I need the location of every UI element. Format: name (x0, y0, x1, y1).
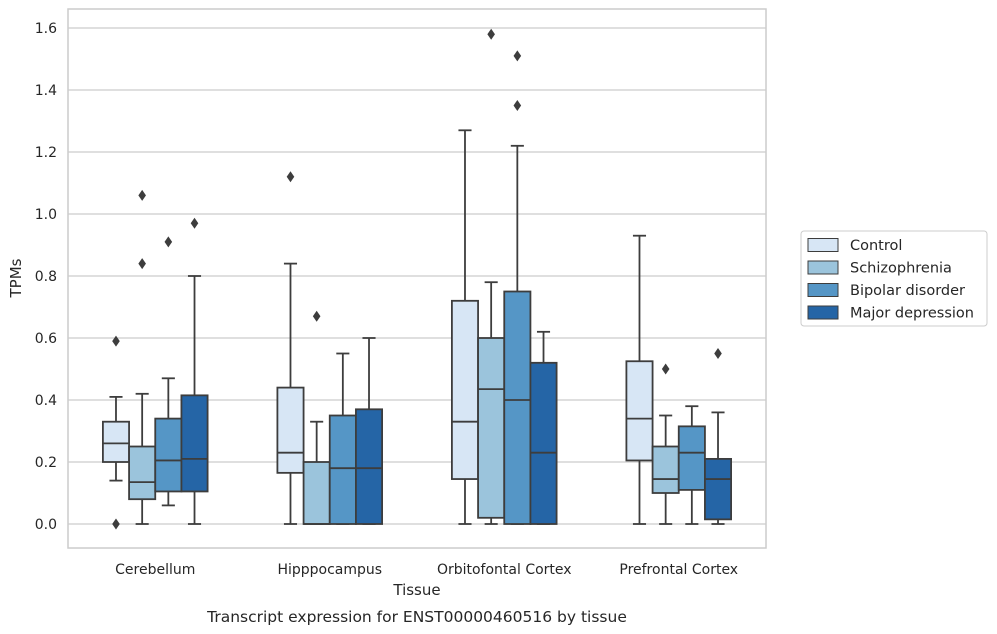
box-major-depression (704, 348, 732, 525)
legend-frame (800, 230, 988, 327)
box-bipolar-disorder (328, 352, 357, 525)
box-body (128, 445, 157, 501)
outlier-point (661, 363, 670, 375)
outlier-point (112, 518, 120, 530)
x-tick-label: Cerebellum (115, 562, 195, 578)
outlier-point (513, 50, 522, 62)
box-body (102, 420, 130, 463)
box-body (704, 457, 732, 521)
y-tick-label: 0.6 (35, 331, 57, 347)
legend-swatch (807, 238, 839, 252)
box-schizophrenia (302, 310, 331, 525)
box-body (180, 394, 209, 493)
outlier-point (138, 258, 146, 270)
y-axis-title: TPMs (7, 258, 25, 298)
y-tick-label: 1.0 (35, 207, 57, 223)
box-major-depression (529, 330, 558, 525)
box-body (503, 290, 532, 525)
legend-label: Bipolar disorder (850, 283, 965, 299)
box-body (154, 417, 183, 493)
box-body (276, 386, 305, 474)
box-body (625, 360, 654, 462)
box-body (529, 361, 558, 525)
box-control (276, 171, 305, 525)
box-control (625, 234, 654, 525)
box-control (450, 129, 479, 525)
y-tick-label: 1.2 (35, 145, 57, 161)
box-major-depression (355, 337, 383, 525)
outlier-point (138, 189, 146, 201)
figure-caption: Transcript expression for ENST0000046051… (206, 608, 627, 626)
x-tick-labels: Cerebellum Hipppocampus Orbitofontal Corte… (115, 562, 738, 578)
plot-frame (67, 8, 767, 549)
legend: Control Schizophrenia Bipolar disorder Majo… (800, 230, 988, 327)
box-schizophrenia (651, 363, 680, 525)
box-body (302, 461, 331, 525)
y-tick-label: 0.8 (35, 269, 57, 285)
box-bipolar-disorder (677, 405, 706, 525)
boxes (102, 28, 732, 530)
box-body (677, 425, 706, 491)
y-tick-label: 1.6 (35, 21, 57, 37)
box-body (355, 408, 383, 525)
outlier-point (164, 236, 173, 248)
x-tick-label: Hipppocampus (277, 562, 382, 578)
box-bipolar-disorder (503, 50, 532, 525)
x-tick-label: Orbitofontal Cortex (437, 562, 572, 578)
outlier-point (487, 28, 495, 40)
y-tick-label: 0.2 (35, 455, 57, 471)
y-tick-label: 1.4 (35, 83, 57, 99)
box-control (102, 335, 130, 530)
box-bipolar-disorder (154, 236, 183, 507)
legend-swatch (807, 305, 839, 320)
legend-swatch (807, 283, 839, 297)
outlier-point (112, 335, 120, 347)
box-major-depression (180, 217, 209, 525)
y-tick-label: 0.4 (35, 393, 57, 409)
box-body (450, 299, 479, 480)
legend-swatch (807, 260, 839, 275)
x-axis-title: Tissue (392, 581, 440, 599)
y-tick-labels: 0.0 0.2 0.4 0.6 0.8 1.0 1.2 1.4 1.6 (35, 21, 57, 533)
box-body (477, 337, 506, 519)
legend-label: Schizophrenia (850, 261, 952, 277)
outlier-point (714, 348, 722, 359)
box-schizophrenia (128, 189, 157, 525)
y-tick-label: 0.0 (35, 517, 57, 533)
outlier-point (286, 171, 295, 183)
box-body (328, 414, 357, 525)
outlier-point (190, 217, 199, 229)
legend-label: Major depression (850, 306, 974, 322)
outlier-point (513, 100, 522, 111)
box-body (651, 445, 680, 494)
legend-label: Control (850, 238, 902, 254)
outlier-point (312, 310, 321, 322)
x-tick-label: Prefrontal Cortex (619, 562, 738, 578)
